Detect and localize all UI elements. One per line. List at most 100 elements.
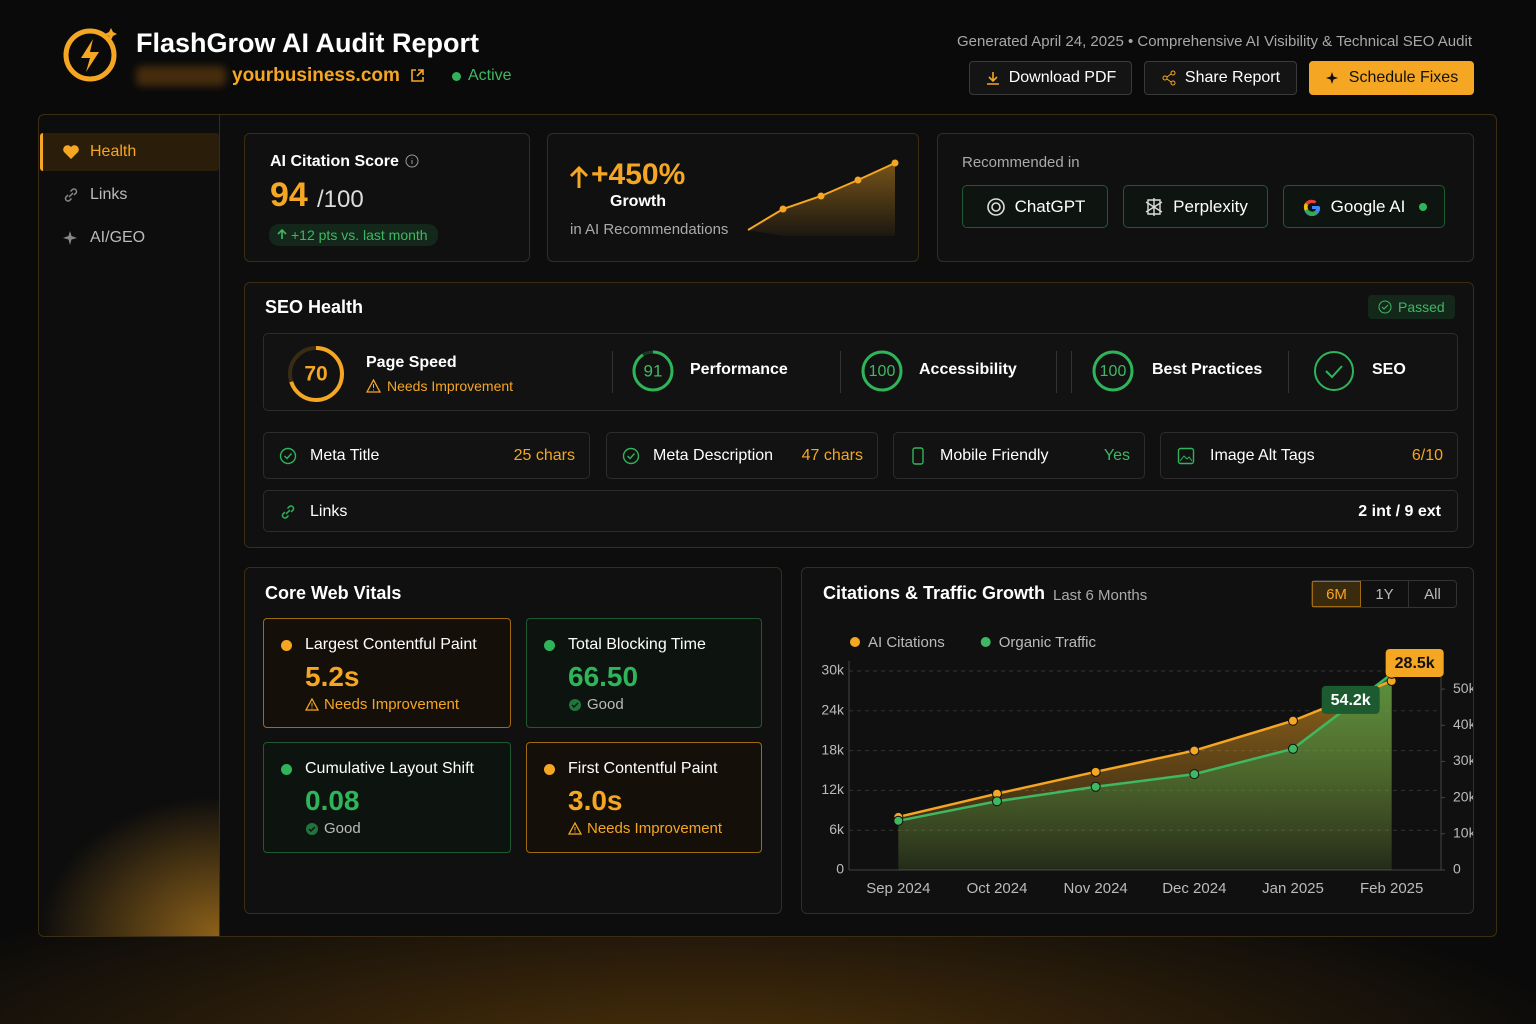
point [992,796,1002,807]
value-label-bg [1385,648,1444,677]
score-arc [861,350,903,392]
range-tab[interactable]: 1Y [1361,581,1409,607]
tick-label: 24k [821,702,845,718]
tick-label: 12k [821,781,845,797]
legend-label: Organic Traffic [999,634,1097,651]
score-label: Performance [690,361,788,378]
share-button[interactable]: Share Report [1144,61,1297,95]
tick-label: 10k [1453,825,1473,841]
point [1189,769,1200,780]
engine-chip[interactable]: ChatGPT [962,185,1108,228]
external-icon [411,69,424,82]
tick-label: 30k [1453,752,1473,768]
tick-label: 50k [1453,680,1473,696]
check-label: Meta Title [310,447,380,464]
vital-card: Largest Contentful Paint 5.2s Needs Improv… [263,618,511,728]
vital-dot [544,640,555,651]
point [1189,745,1200,756]
vital-card: Total Blocking Time 66.50 Good [526,618,762,728]
domain-link[interactable]: yourbusiness.com [232,65,400,86]
check-value: 25 chars [513,447,575,464]
seo-health-card: SEO Health Passed 70 Page Speed Needs Im… [244,282,1474,548]
point [1288,715,1298,726]
vital-value: 3.0s [568,785,623,816]
x-tick-label: Jan 2025 [1262,880,1324,897]
vital-card: First Contentful Paint 3.0s Needs Improvem… [526,742,762,853]
tick-label: 18k [821,741,845,757]
vital-dot [281,640,292,651]
schedule-button[interactable]: Schedule Fixes [1309,61,1474,95]
web-vitals-card: Core Web Vitals Largest Contentful Paint… [244,567,782,914]
vital-status: Needs Improvement [587,820,723,837]
score-ring: 70 [288,346,344,402]
score-label: SEO [1372,361,1406,378]
check-value: Yes [1103,447,1130,464]
check-value: 2 int / 9 ext [1358,503,1441,520]
title: FlashGrow AI Audit Report [136,28,479,58]
legend-dot [850,637,860,647]
score-ring: 100 [861,350,903,392]
engine-chip[interactable]: Perplexity [1123,185,1268,228]
point [1090,781,1101,792]
engine-chip[interactable]: Google AI [1283,185,1445,228]
chart: 0 6k 12k 18k 24k 30k 0 10k 20k 30k 40k 50k Sep 2024 O… [821,634,1473,897]
vital-label: Total Blocking Time [568,636,706,653]
check-row: Meta Title 25 chars [263,432,590,479]
check-icon [1378,300,1392,314]
sparkle-icon [63,231,77,245]
status: Active [468,67,512,84]
check-ring [1314,351,1354,391]
vital-status: Good [324,820,361,837]
passed-badge: Passed [1368,295,1455,319]
vital-label: Largest Contentful Paint [305,636,477,653]
tick-label: 40k [1453,716,1473,732]
vital-value: 5.2s [305,661,360,692]
score-note: Needs Improvement [387,378,514,394]
chart-title: Citations & Traffic Growth [823,583,1046,603]
card-label: AI Citation Score [270,153,399,170]
growth-value: +450% [591,158,686,191]
score-arc [288,346,344,402]
info-icon [405,154,419,168]
recommended-card: Recommended in ChatGPT Perplexity Google… [937,133,1474,262]
x-tick-label: Dec 2024 [1162,880,1226,897]
value-label: 54.2k [1331,692,1371,709]
range-tab[interactable]: All [1424,585,1441,603]
card-label: Recommended in [962,154,1080,171]
x-tick-label: Nov 2024 [1064,880,1128,897]
vital-dot [544,764,555,775]
sidebar-item[interactable]: Health [90,143,137,160]
check-label: Image Alt Tags [1210,447,1315,464]
download-button[interactable]: Download PDF [969,61,1132,95]
score-row [263,333,1458,411]
sidebar-item[interactable]: Links [90,186,128,203]
x-tick-label: Feb 2025 [1360,880,1423,897]
engine-name: Perplexity [1173,196,1248,216]
range-tabs: 6M 1Y All [1311,580,1457,608]
legend-dot [980,637,991,647]
range-tab[interactable]: 6M [1312,581,1361,607]
check-value: 6/10 [1411,447,1443,464]
button-label: Share Report [1184,69,1281,86]
section-title: Core Web Vitals [265,583,402,603]
point [893,815,904,826]
vital-status: Needs Improvement [324,696,460,713]
engine-name: Google AI [1330,196,1406,216]
active-dot [1419,202,1428,211]
sparkline [747,159,899,236]
vital-value: 0.08 [305,785,360,816]
score-text: 100 [869,363,896,380]
status-dot [452,72,461,81]
button-label: Download PDF [1008,69,1117,86]
link-icon [64,188,78,202]
generated-info: Generated April 24, 2025 • Comprehensive… [957,33,1472,50]
point [1288,743,1298,754]
sidebar-item[interactable]: AI/GEO [90,229,146,246]
up-arrow [277,228,287,239]
up-arrow [569,165,589,188]
line [898,672,1393,823]
score-text: 70 [304,363,327,386]
vital-status: Good [587,696,624,713]
score: 94 [270,176,308,214]
